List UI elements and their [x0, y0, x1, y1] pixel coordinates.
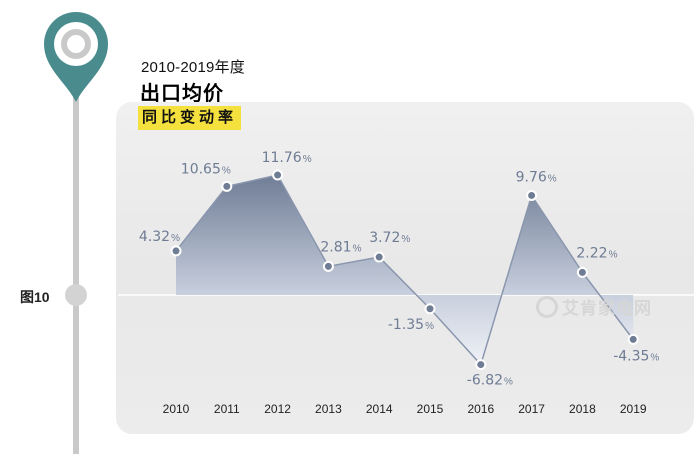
- series-line: [175, 174, 634, 367]
- x-tick-2016: 2016: [467, 402, 494, 416]
- data-label-2015: -1.35%: [388, 317, 434, 333]
- x-tick-2015: 2015: [417, 402, 444, 416]
- timeline-line: [73, 88, 79, 454]
- data-label-2012: 11.76%: [262, 150, 312, 166]
- x-tick-2012: 2012: [264, 402, 291, 416]
- data-label-2014: 3.72%: [369, 230, 410, 246]
- data-label-2018: 2.22%: [576, 245, 617, 261]
- data-label-2019: -4.35%: [613, 348, 659, 364]
- data-point-2010: [170, 245, 182, 257]
- data-point-2018: [576, 266, 588, 278]
- data-label-2010: 4.32%: [139, 229, 180, 245]
- x-tick-2011: 2011: [214, 402, 240, 416]
- data-point-2017: [526, 189, 538, 201]
- watermark: 艾肯家电网: [536, 294, 652, 319]
- ring-logo-icon: [536, 295, 558, 318]
- data-label-2017: 9.76%: [516, 169, 557, 185]
- location-pin-icon: [44, 12, 108, 102]
- data-point-2012: [272, 169, 284, 181]
- data-point-2011: [221, 180, 233, 192]
- data-label-2013: 2.81%: [320, 239, 361, 255]
- x-tick-2010: 2010: [163, 402, 190, 416]
- data-point-2013: [322, 260, 334, 272]
- data-point-2015: [424, 303, 436, 315]
- metric-badge: 同比变动率: [138, 106, 242, 130]
- data-label-2016: -6.82%: [467, 373, 513, 389]
- data-label-2011: 10.65%: [181, 161, 231, 177]
- chart-title: 出口均价: [140, 83, 224, 105]
- data-point-2016: [475, 359, 487, 371]
- x-tick-2019: 2019: [620, 402, 647, 416]
- x-tick-2018: 2018: [569, 402, 596, 416]
- data-point-2014: [373, 251, 385, 263]
- x-tick-2017: 2017: [518, 402, 545, 416]
- chart-period: 2010-2019年度: [141, 59, 245, 76]
- timeline-dot: [65, 284, 87, 306]
- figure-label: 图10: [20, 289, 50, 305]
- area-fill: [176, 175, 634, 365]
- x-tick-2013: 2013: [315, 402, 342, 416]
- data-point-2019: [627, 333, 639, 345]
- watermark-text: 艾肯家电网: [562, 299, 652, 318]
- x-tick-2014: 2014: [366, 402, 393, 416]
